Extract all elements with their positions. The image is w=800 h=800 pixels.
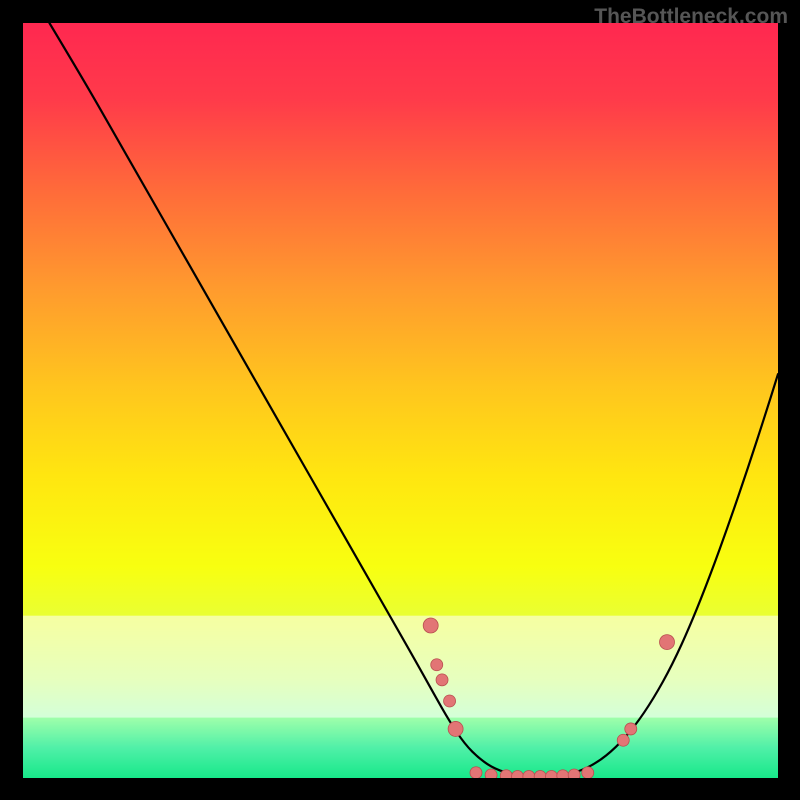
data-marker xyxy=(660,635,675,650)
data-marker xyxy=(557,770,569,778)
data-marker xyxy=(431,659,443,671)
data-marker xyxy=(568,769,580,778)
data-marker xyxy=(625,723,637,735)
data-marker xyxy=(582,767,594,778)
chart-container: TheBottleneck.com xyxy=(0,0,800,800)
data-marker xyxy=(470,767,482,778)
data-marker xyxy=(444,695,456,707)
highlight-band xyxy=(23,616,778,718)
data-marker xyxy=(485,769,497,778)
data-marker xyxy=(448,721,463,736)
watermark-text: TheBottleneck.com xyxy=(594,5,788,29)
data-marker xyxy=(436,674,448,686)
data-marker xyxy=(617,734,629,746)
chart-svg xyxy=(23,23,778,778)
data-marker xyxy=(423,618,438,633)
data-marker xyxy=(500,770,512,778)
plot-area xyxy=(23,23,778,778)
